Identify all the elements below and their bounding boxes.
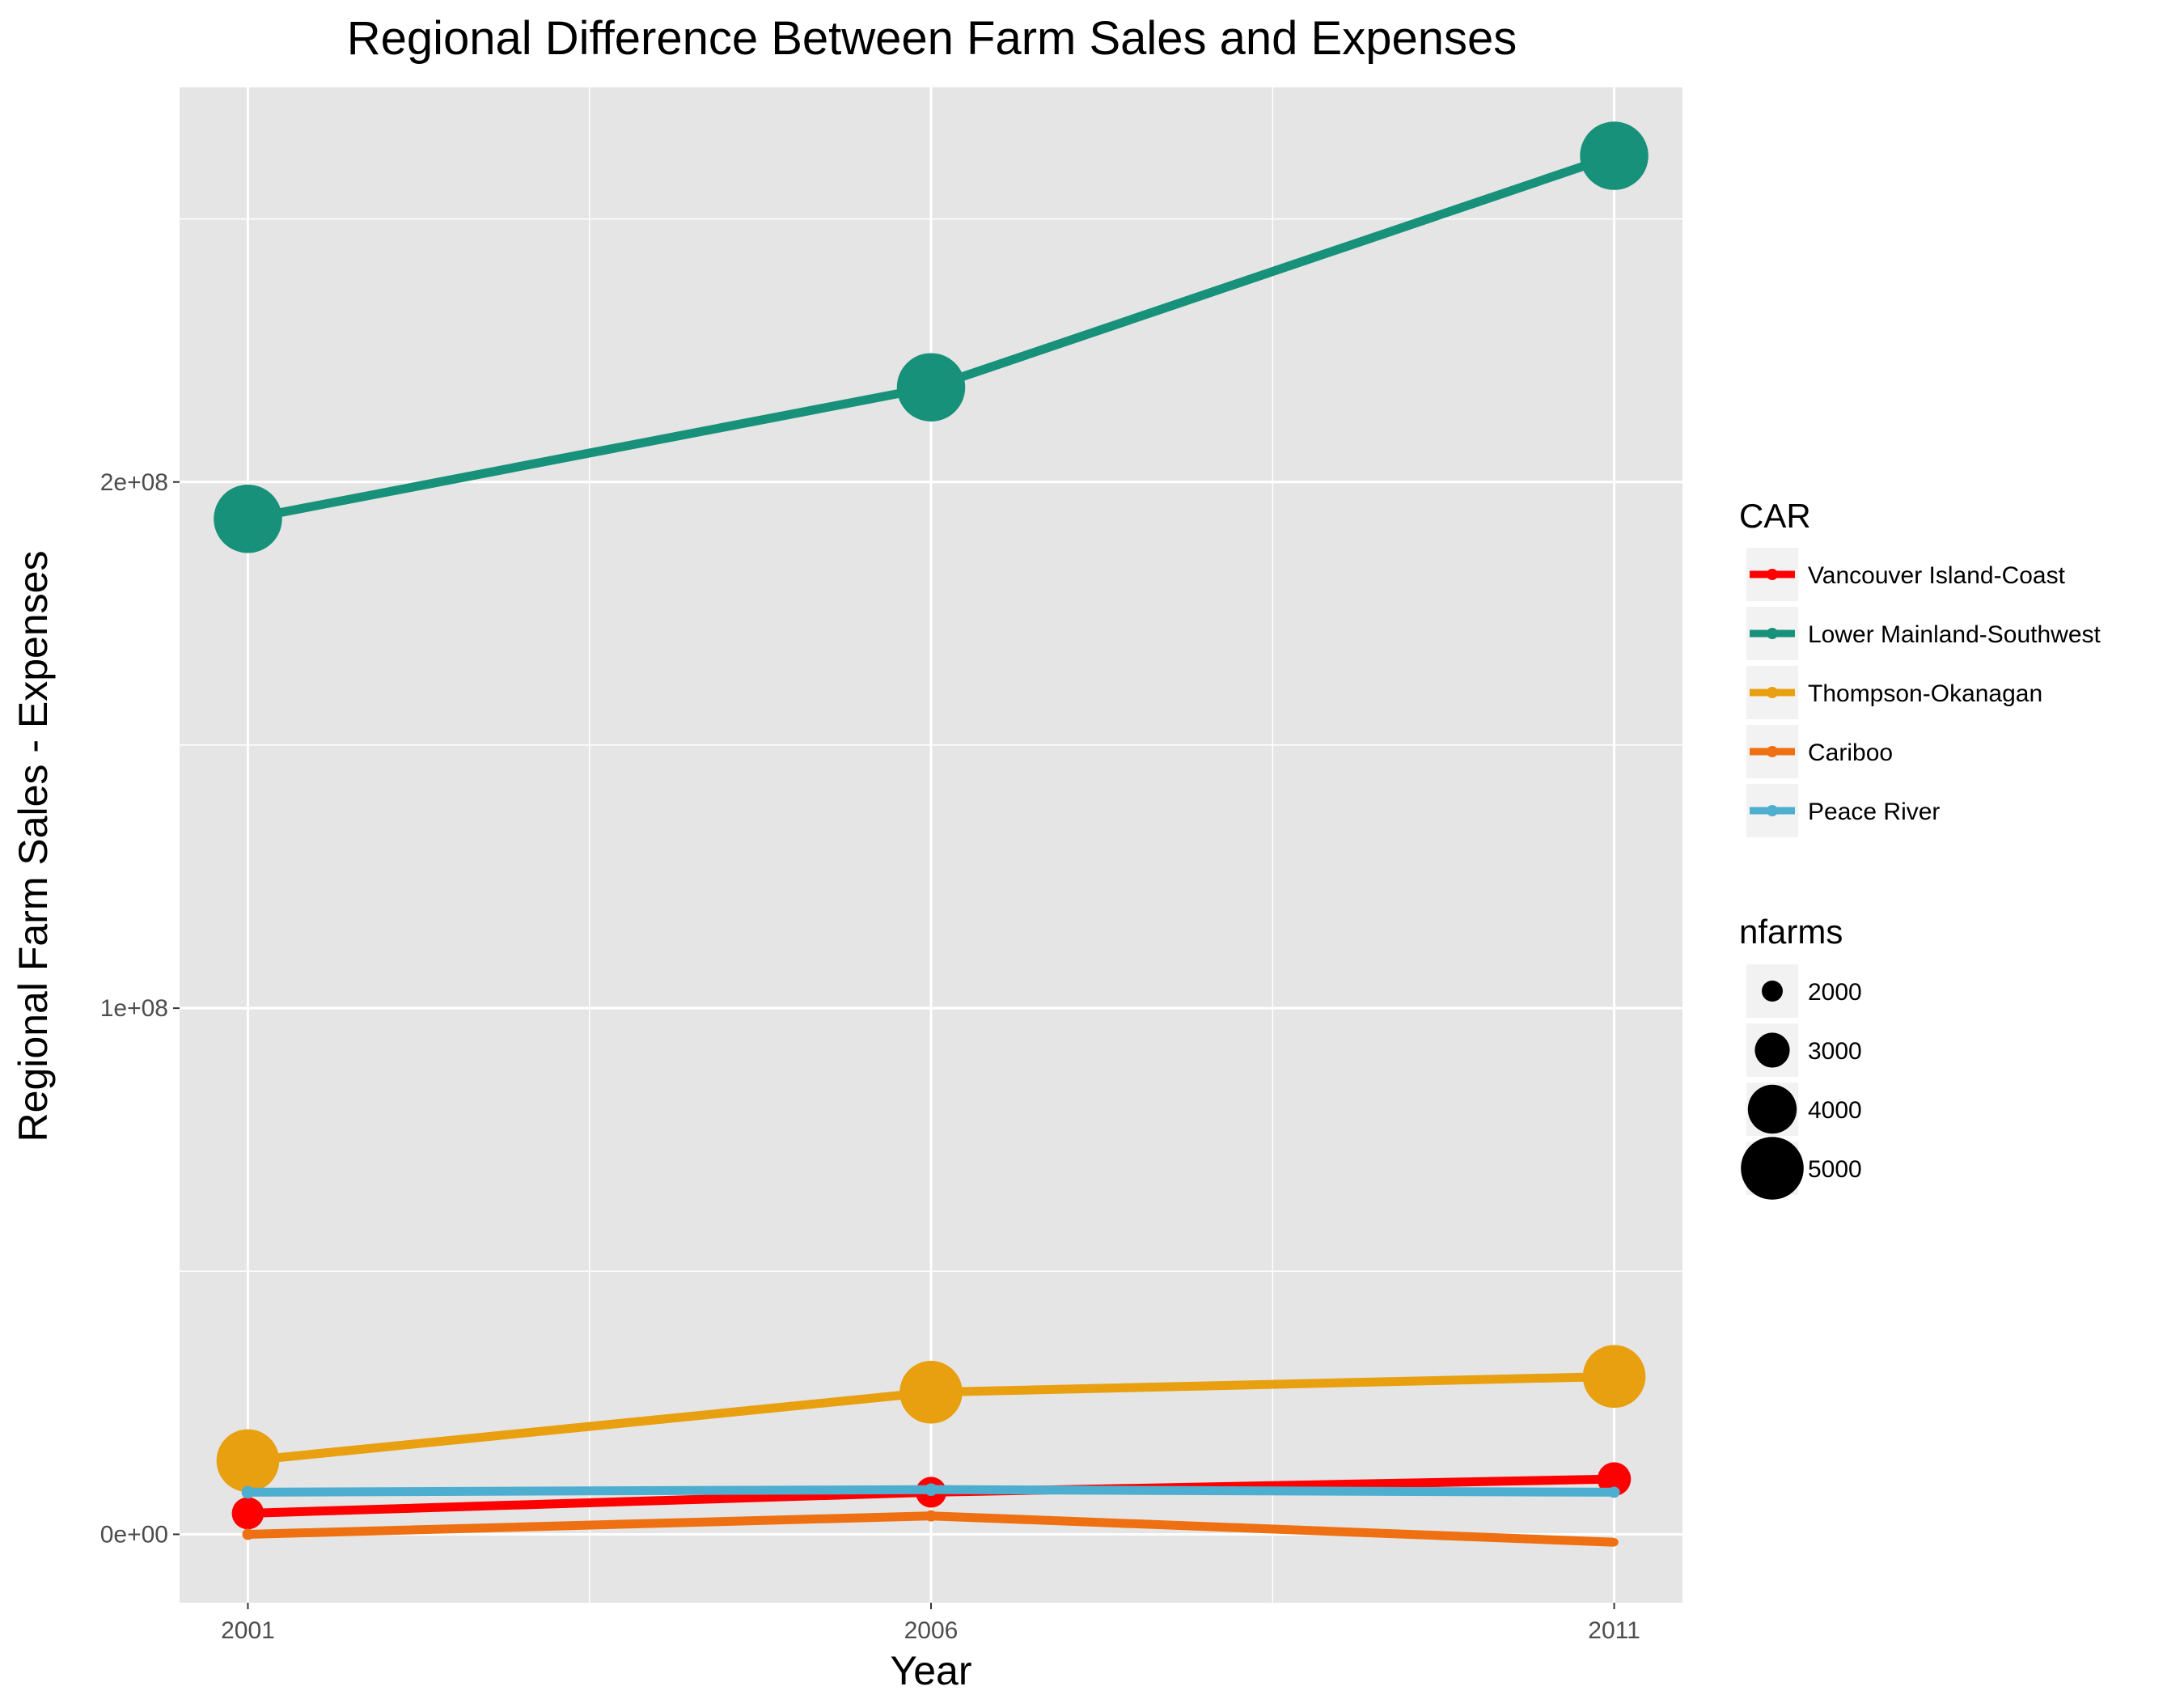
series-peace-river (241, 1483, 1620, 1499)
data-point-peace-river (1608, 1486, 1620, 1498)
series-cariboo (242, 1510, 1619, 1547)
legend-swatch-point (1767, 746, 1778, 757)
size-legend-item: 5000 (1741, 1137, 1862, 1200)
legend-swatch-point (1767, 687, 1778, 698)
size-legend-dot (1741, 1137, 1804, 1200)
data-point-thompson-okanagan (899, 1361, 963, 1424)
legend-swatch-point (1767, 569, 1778, 580)
size-legend-label: 5000 (1808, 1156, 1862, 1183)
size-legend-item: 2000 (1746, 964, 1862, 1018)
series-thompson-okanagan (216, 1345, 1646, 1493)
legend-label: Cariboo (1808, 739, 1893, 766)
legend-item-lower-mainland-southwest: Lower Mainland-Southwest (1746, 607, 2101, 660)
data-point-cariboo (1610, 1537, 1619, 1547)
data-point-peace-river (925, 1483, 938, 1497)
data-point-peace-river (241, 1485, 255, 1499)
y-axis-title: Regional Farm Sales - Expenses (11, 551, 56, 1142)
size-legend-label: 4000 (1808, 1097, 1862, 1124)
data-point-cariboo (925, 1510, 937, 1522)
series-lines (214, 121, 1649, 1547)
data-point-lower-mainland-southwest (214, 485, 282, 553)
legend-label: Vancouver Island-Coast (1808, 562, 2066, 589)
legend-item-thompson-okanagan: Thompson-Okanagan (1746, 666, 2042, 719)
legend-label: Peace River (1808, 799, 1940, 825)
size-legend-item: 3000 (1746, 1023, 1862, 1077)
legend-item-vancouver-island-coast: Vancouver Island-Coast (1746, 548, 2066, 601)
y-tick-label: 2e+08 (100, 469, 168, 496)
size-legend: nfarms 2000 3000 4000 5000 (1739, 913, 1862, 1200)
x-tick-label: 2006 (904, 1617, 959, 1644)
legend-item-cariboo: Cariboo (1746, 725, 1893, 778)
chart-title: Regional Difference Between Farm Sales a… (347, 12, 1517, 65)
y-tick-label: 0e+00 (100, 1521, 168, 1548)
data-point-vancouver-island-coast (231, 1497, 265, 1530)
data-point-lower-mainland-southwest (1580, 121, 1649, 190)
size-legend-dot (1762, 981, 1783, 1002)
x-tick-label: 2011 (1588, 1617, 1640, 1644)
legend-swatch-point (1767, 628, 1778, 639)
data-point-thompson-okanagan (216, 1429, 280, 1493)
x-axis-title: Year (890, 1648, 971, 1693)
data-point-cariboo (242, 1528, 254, 1540)
size-legend-dot (1747, 1084, 1797, 1134)
x-tick-label: 2001 (221, 1617, 275, 1644)
size-legend-dot (1754, 1032, 1790, 1068)
color-legend-title: CAR (1739, 497, 1811, 535)
legend-label: Thompson-Okanagan (1808, 680, 2042, 707)
axes: 0e+00 1e+08 2e+08 2001 2006 2011 (100, 469, 1640, 1644)
series-lower-mainland-southwest (214, 121, 1649, 553)
size-legend-title: nfarms (1739, 913, 1843, 951)
legend-swatch-point (1767, 805, 1778, 816)
legend-label: Lower Mainland-Southwest (1808, 621, 2101, 648)
size-legend-label: 3000 (1808, 1038, 1862, 1065)
data-point-lower-mainland-southwest (896, 353, 966, 422)
data-point-thompson-okanagan (1582, 1345, 1646, 1409)
legend-item-peace-river: Peace River (1746, 784, 1940, 837)
size-legend-label: 2000 (1808, 979, 1862, 1006)
color-legend: CAR Vancouver Island-Coast Lower Mainland… (1739, 497, 2101, 837)
y-tick-label: 1e+08 (100, 995, 168, 1022)
size-legend-item: 4000 (1746, 1083, 1862, 1136)
data-point-vancouver-island-coast (1597, 1462, 1632, 1496)
